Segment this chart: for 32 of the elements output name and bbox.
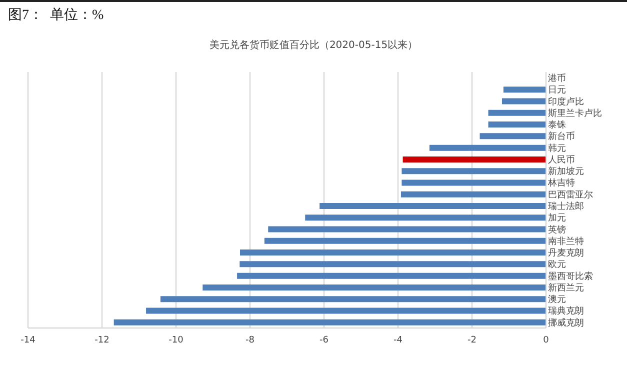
y-tick-label: 泰铢 (548, 120, 566, 131)
y-tick-label: 人民币 (548, 154, 575, 166)
y-tick-label: 林吉特 (547, 178, 575, 189)
y-tick-label: 印度卢比 (548, 96, 584, 108)
x-tick-label: -2 (468, 335, 476, 346)
y-tick-label: 瑞士法郎 (548, 201, 584, 212)
y-tick-label: 斯里兰卡卢比 (548, 108, 602, 119)
x-tick-label: 0 (543, 335, 550, 346)
y-tick-label: 瑞典克朗 (548, 306, 584, 317)
y-tick-label: 巴西雷亚尔 (548, 189, 593, 200)
chart-title: 美元兑各货币贬值百分比（2020-05-15以来） (208, 38, 419, 52)
y-tick-label: 丹麦克朗 (548, 248, 584, 259)
y-tick-label: 新加坡元 (548, 166, 584, 178)
y-tick-label: 新台币 (548, 131, 575, 142)
y-tick-label: 澳元 (548, 294, 566, 306)
x-tick-label: -12 (94, 335, 110, 346)
y-tick-label: 英镑 (548, 224, 566, 236)
y-tick-label: 欧元 (548, 259, 566, 270)
y-tick-label: 加元 (548, 212, 566, 224)
y-tick-label: 新西兰元 (548, 282, 584, 294)
chart-subtitle: 图7： 单位：% (8, 6, 104, 24)
y-tick-label: 韩元 (548, 142, 566, 154)
y-tick-label: 日元 (548, 84, 566, 96)
x-tick-label: -6 (320, 335, 329, 346)
y-tick-label: 南非兰特 (548, 236, 584, 247)
y-tick-label: 港币 (548, 73, 566, 84)
y-tick-label: 挪威克朗 (548, 317, 584, 328)
x-tick-label: -14 (20, 335, 36, 346)
x-tick-label: -10 (168, 335, 184, 346)
x-tick-label: -4 (394, 335, 403, 346)
y-tick-label: 墨西哥比索 (548, 270, 593, 282)
x-tick-label: -8 (246, 335, 255, 346)
